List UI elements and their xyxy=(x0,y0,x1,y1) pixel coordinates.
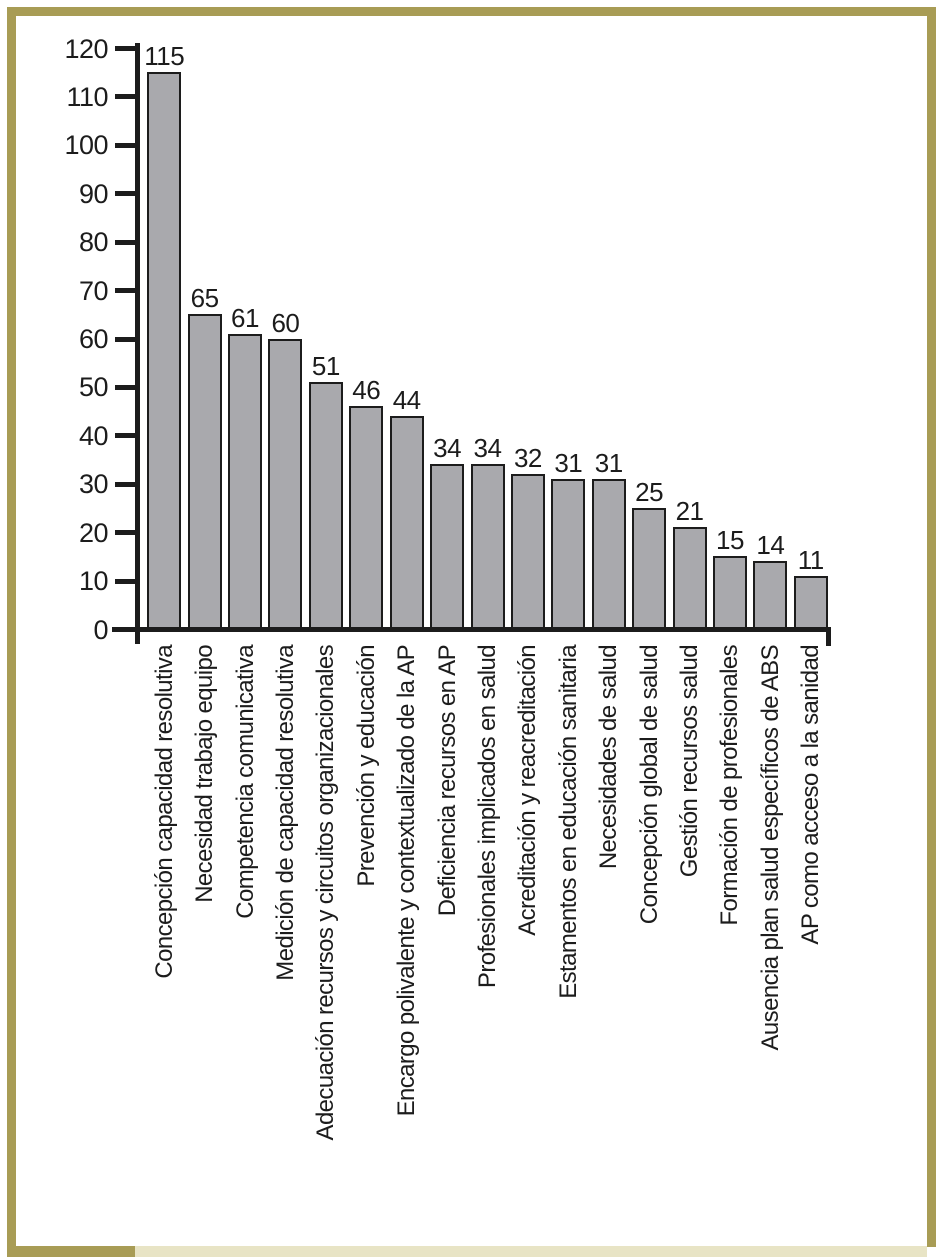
bar xyxy=(349,406,384,629)
bar xyxy=(753,561,788,629)
x-category-label: Deficiencia recursos en AP xyxy=(433,645,461,917)
bar-value-label: 21 xyxy=(675,496,704,527)
bar xyxy=(672,527,707,629)
bar-value-label: 60 xyxy=(271,307,300,338)
bar xyxy=(268,338,303,629)
x-category-label: Competencia comunicativa xyxy=(231,645,259,919)
x-category-label: Concepción capacidad resolutiva xyxy=(150,645,178,979)
bar xyxy=(147,72,182,629)
bar xyxy=(712,556,747,629)
x-axis-end-tick xyxy=(826,627,831,646)
x-category-label: Estamentos en educación sanitaria xyxy=(554,645,582,999)
y-axis-label: 120 xyxy=(64,33,108,64)
y-axis-tick xyxy=(115,433,135,439)
y-axis-tick xyxy=(115,384,135,390)
x-category-label: Necesidades de salud xyxy=(595,645,623,870)
x-category-label: Gestión recursos salud xyxy=(676,645,704,878)
bar xyxy=(632,507,667,629)
bar xyxy=(551,478,586,629)
x-category-label: AP como acceso a la sanidad xyxy=(797,645,825,945)
frame-border-top xyxy=(7,7,936,16)
y-axis-label: 10 xyxy=(78,566,109,597)
bar-value-label: 31 xyxy=(554,447,583,478)
x-category-label: Profesionales implicados en salud xyxy=(474,645,501,989)
bar xyxy=(793,575,828,629)
y-axis-label: 50 xyxy=(78,372,109,403)
y-axis-tick xyxy=(115,239,135,245)
y-axis-label: 60 xyxy=(78,324,109,354)
x-category-label: Medición de capacidad resolutiva xyxy=(271,645,299,981)
frame-border-right xyxy=(927,7,936,1247)
y-axis-tick xyxy=(115,627,135,632)
y-axis-tick xyxy=(115,288,135,294)
y-axis-label: 80 xyxy=(78,227,109,258)
x-category-label: Ausencia plan salud específicos de ABS xyxy=(756,645,784,1051)
bar-value-label: 65 xyxy=(190,283,219,314)
y-axis-tick xyxy=(115,578,135,584)
x-category-label: Prevención y educación xyxy=(352,645,380,887)
y-axis-label: 20 xyxy=(78,517,109,548)
bar-value-label: 25 xyxy=(635,476,664,507)
bar-value-label: 115 xyxy=(144,41,185,72)
y-axis-tick xyxy=(115,336,135,342)
frame-border-left xyxy=(7,7,16,1257)
y-axis-tick xyxy=(115,481,135,487)
bar xyxy=(308,382,343,629)
bar-value-label: 34 xyxy=(433,433,462,464)
bar xyxy=(510,474,545,629)
footer-band-olive xyxy=(7,1246,135,1257)
y-axis-tick xyxy=(115,530,135,536)
bar-value-label: 46 xyxy=(352,375,381,406)
y-axis-tick xyxy=(115,46,135,51)
bar xyxy=(591,478,626,629)
y-axis-label: 40 xyxy=(78,420,109,451)
x-category-label: Formación de profesionales xyxy=(716,645,744,926)
y-axis-tick xyxy=(115,94,135,100)
y-axis-tick xyxy=(115,142,135,148)
y-axis-tick xyxy=(115,191,135,197)
bar xyxy=(389,415,424,629)
x-category-label: Concepción global de salud xyxy=(635,645,663,925)
y-axis xyxy=(135,43,140,644)
y-axis-label: 70 xyxy=(78,275,109,306)
x-category-label: Acreditación y reacreditación xyxy=(514,645,542,936)
bar xyxy=(187,314,222,629)
bar-value-label: 34 xyxy=(473,433,502,464)
bar xyxy=(228,333,263,629)
bar xyxy=(430,464,465,629)
y-axis-label: 100 xyxy=(64,130,108,161)
bar-value-label: 14 xyxy=(756,530,785,561)
footer-band-cream xyxy=(135,1246,927,1257)
bar-value-label: 32 xyxy=(513,443,542,474)
x-category-label: Encargo polivalente y contextualizado de… xyxy=(393,645,421,1117)
bar-value-label: 15 xyxy=(716,525,744,556)
y-axis-label: 110 xyxy=(66,81,108,112)
bar-value-label: 44 xyxy=(392,384,421,415)
y-axis-label: 0 xyxy=(93,614,108,645)
bar-value-label: 11 xyxy=(797,544,825,575)
y-axis-label: 30 xyxy=(78,469,109,500)
x-category-label: Adecuación recursos y circuitos organiza… xyxy=(312,645,340,1141)
x-category-label: Necesidad trabajo equipo xyxy=(191,645,219,903)
x-axis xyxy=(112,627,831,632)
bar-value-label: 61 xyxy=(231,302,259,333)
bar-value-label: 31 xyxy=(594,447,623,478)
y-axis-label: 90 xyxy=(78,178,109,209)
bar xyxy=(470,464,505,629)
bar-value-label: 51 xyxy=(311,351,340,382)
